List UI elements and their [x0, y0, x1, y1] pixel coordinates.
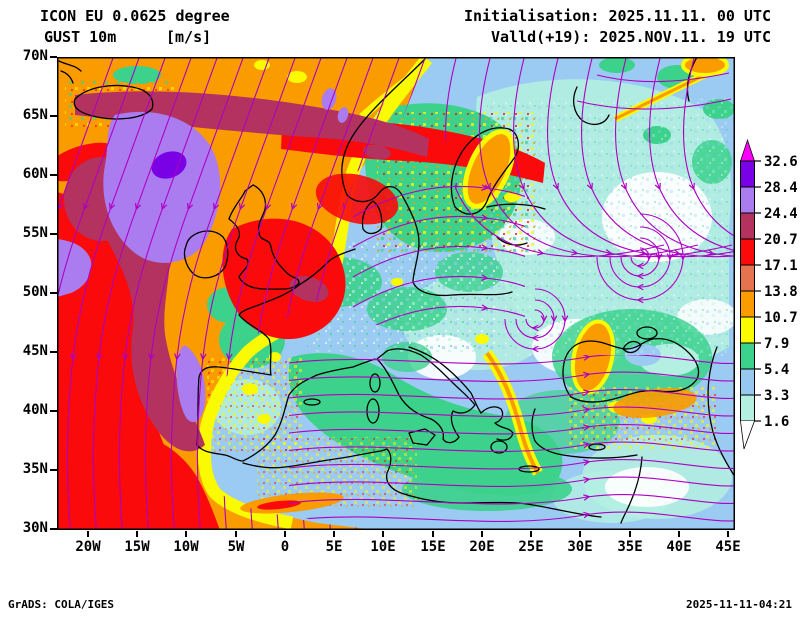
lon-tick — [382, 531, 384, 537]
lat-tick — [50, 233, 57, 235]
colorbar-label: 20.7 — [764, 232, 797, 248]
colorbar-label: 5.4 — [764, 362, 789, 378]
lon-tick-label: 10W — [173, 539, 199, 555]
lat-tick-label: 55N — [22, 225, 48, 241]
creation-timestamp: 2025-11-11-04:21 — [686, 598, 792, 611]
lon-tick — [432, 531, 434, 537]
lon-tick-label: 35E — [617, 539, 643, 555]
lon-tick — [284, 531, 286, 537]
lon-tick — [87, 531, 89, 537]
coastlines — [58, 56, 736, 524]
lon-tick — [235, 531, 237, 537]
colorbar-label: 17.1 — [764, 258, 797, 274]
lon-tick — [579, 531, 581, 537]
colorbar-label: 3.3 — [764, 388, 789, 404]
colorbar-cell — [740, 368, 755, 396]
colorbar-cell — [740, 342, 755, 370]
lat-tick-label: 50N — [22, 284, 48, 300]
lon-tick-label: 0 — [280, 539, 290, 555]
lon-tick-label: 15W — [124, 539, 150, 555]
colorbar-cell — [740, 290, 755, 318]
colorbar-cell — [740, 264, 755, 292]
lon-tick-label: 30E — [567, 539, 593, 555]
colorbar-label: 28.4 — [764, 180, 797, 196]
lat-tick — [50, 410, 57, 412]
colorbar-label: 1.6 — [764, 414, 789, 430]
lon-tick — [333, 531, 335, 537]
colorbar-cell — [740, 212, 755, 240]
lon-tick-label: 40E — [666, 539, 692, 555]
lat-tick-label: 30N — [22, 520, 48, 536]
colorbar-cell — [740, 160, 755, 188]
lon-tick — [185, 531, 187, 537]
lon-tick-label: 20E — [469, 539, 495, 555]
lat-tick — [50, 469, 57, 471]
lon-tick — [530, 531, 532, 537]
lon-tick-label: 15E — [420, 539, 446, 555]
grads-credit: GrADS: COLA/IGES — [8, 598, 114, 611]
model-title: ICON EU 0.0625 degree — [40, 7, 230, 25]
init-time: Initialisation: 2025.11.11. 00 UTC — [463, 7, 771, 25]
lon-tick-label: 10E — [370, 539, 396, 555]
lat-tick — [50, 351, 57, 353]
colorbar-cell — [740, 186, 755, 214]
valid-time: Valld(+19): 2025.NOV.11. 19 UTC — [491, 28, 771, 46]
colorbar-cell — [740, 394, 755, 422]
lon-tick-label: 5E — [325, 539, 343, 555]
lon-tick — [629, 531, 631, 537]
colorbar-taper — [740, 420, 755, 450]
lon-tick-label: 20W — [75, 539, 101, 555]
lat-tick-label: 45N — [22, 343, 48, 359]
lon-tick — [481, 531, 483, 537]
lon-tick — [136, 531, 138, 537]
colorbar-ticks — [754, 160, 761, 422]
lon-tick-label: 5W — [227, 539, 245, 555]
lat-tick — [50, 174, 57, 176]
lat-tick-label: 40N — [22, 402, 48, 418]
lat-tick-label: 70N — [22, 48, 48, 64]
lon-tick — [678, 531, 680, 537]
lat-tick — [50, 56, 57, 58]
units-label: [m/s] — [166, 28, 212, 46]
lat-tick — [50, 292, 57, 294]
gust-map — [45, 53, 737, 530]
gust-field — [45, 53, 737, 530]
lon-tick-label: 25E — [518, 539, 544, 555]
colorbar-label: 10.7 — [764, 310, 797, 326]
colorbar-label: 7.9 — [764, 336, 789, 352]
lat-tick-label: 65N — [22, 107, 48, 123]
lat-tick-label: 35N — [22, 461, 48, 477]
lon-tick-label: 45E — [715, 539, 741, 555]
colorbar-label: 24.4 — [764, 206, 797, 222]
colorbar-cell — [740, 316, 755, 344]
colorbar-arrow-icon — [740, 138, 755, 162]
variable-title: GUST 10m — [44, 28, 117, 46]
colorbar-cell — [740, 238, 755, 266]
lat-tick — [50, 528, 57, 530]
lat-tick — [50, 115, 57, 117]
colorbar-label: 32.6 — [764, 154, 797, 170]
lon-tick — [727, 531, 729, 537]
map-border — [57, 57, 735, 530]
colorbar: 32.6 28.4 24.4 20.7 17.1 13.8 10.7 7.9 5… — [737, 138, 798, 454]
colorbar-label: 13.8 — [764, 284, 797, 300]
lat-tick-label: 60N — [22, 166, 48, 182]
